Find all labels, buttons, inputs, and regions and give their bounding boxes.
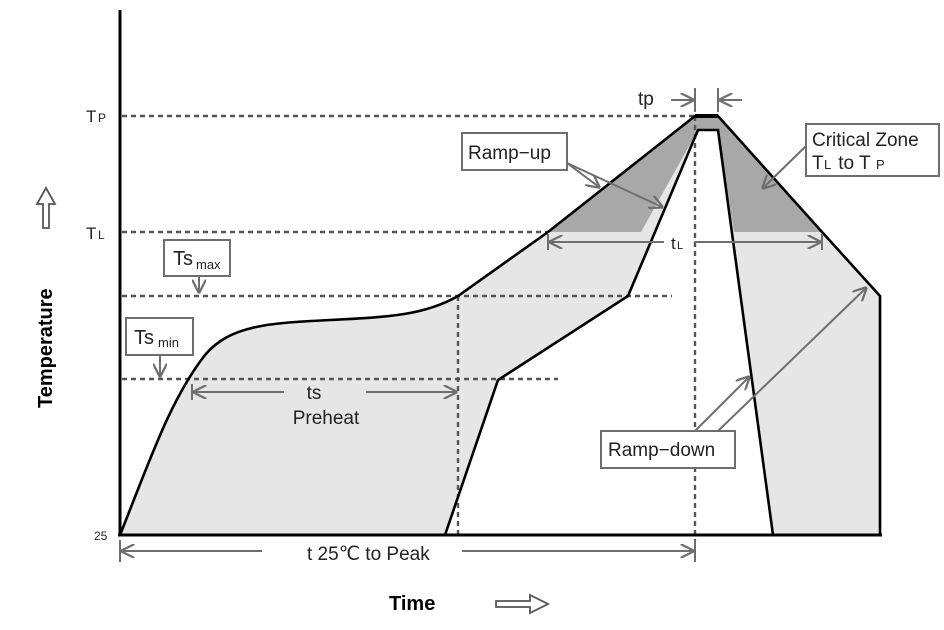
svg-text:Preheat: Preheat (293, 408, 360, 429)
svg-text:tp: tp (638, 89, 654, 110)
ramp-up-label-box: Ramp−up (461, 132, 662, 207)
svg-text:Ramp−down: Ramp−down (608, 440, 715, 461)
up-arrow-icon (35, 186, 57, 229)
svg-text:L: L (824, 157, 831, 172)
critical-zone-fill (548, 116, 822, 232)
svg-text:L: L (98, 228, 105, 242)
tl-dimension: t L (547, 234, 823, 253)
ramp-down-label-box: Ramp−down (600, 288, 866, 469)
critical-zone-label-box: Critical Zone T L to T P (763, 123, 940, 188)
svg-text:ts: ts (307, 383, 322, 404)
svg-text:t 25℃ to Peak: t 25℃ to Peak (307, 544, 430, 565)
ts-min-label-box: Ts min (125, 317, 194, 376)
y-tick-25: 25 (94, 529, 108, 543)
svg-text:Critical Zone: Critical Zone (812, 130, 919, 151)
profile-band-fill (120, 116, 880, 535)
t25-to-peak-dimension: t 25℃ to Peak (119, 540, 696, 565)
y-tick-tp: T P (86, 107, 106, 126)
svg-text:T: T (86, 224, 96, 243)
x-axis-label: Time (389, 593, 435, 615)
svg-text:T: T (86, 107, 96, 126)
svg-text:Ts: Ts (134, 327, 154, 349)
profile-outlines (118, 114, 882, 536)
svg-text:to T: to T (833, 153, 871, 174)
svg-text:P: P (98, 111, 106, 125)
svg-text:Ramp−up: Ramp−up (468, 143, 551, 164)
y-axis-label: Temperature (35, 288, 57, 408)
svg-text:t: t (671, 234, 676, 253)
y-tick-tl: T L (86, 224, 105, 243)
ts-max-label-box: Ts max (163, 239, 231, 292)
svg-text:P: P (876, 157, 885, 172)
svg-text:L: L (677, 240, 683, 252)
svg-text:max: max (196, 257, 221, 272)
svg-text:T: T (812, 153, 824, 174)
ts-preheat-dimension: ts Preheat (191, 383, 456, 429)
svg-text:Ts: Ts (173, 248, 193, 270)
tp-dimension: tp (638, 88, 742, 112)
right-arrow-icon (495, 593, 551, 615)
svg-text:min: min (158, 335, 179, 350)
